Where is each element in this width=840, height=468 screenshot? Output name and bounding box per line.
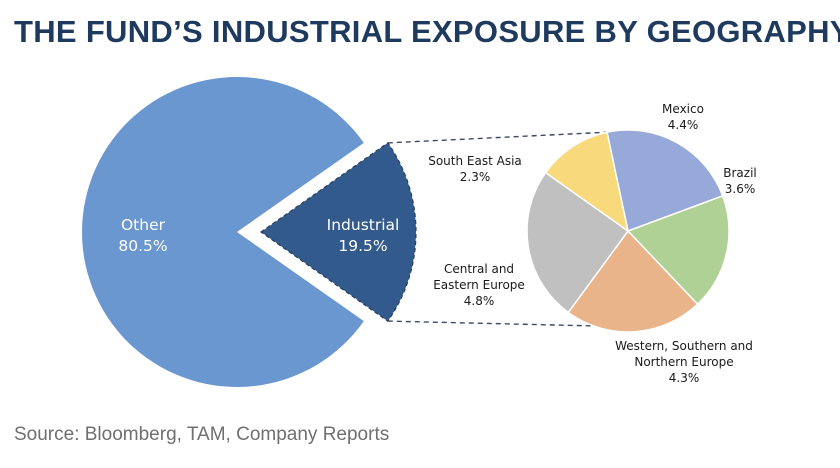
main-pie-labels: Other 80.5% Industrial 19.5%	[118, 216, 399, 255]
pie-slice-industrial	[259, 142, 417, 322]
connector-top	[387, 131, 608, 144]
pie-slice-other	[81, 76, 364, 387]
label-brazil: Brazil 3.6%	[723, 166, 757, 196]
pie-slice-mexico	[606, 129, 724, 233]
label-mexico: Mexico 4.4%	[662, 102, 704, 132]
source-note: Source: Bloomberg, TAM, Company Reports	[14, 424, 390, 445]
chart-title: THE FUND’S INDUSTRIAL EXPOSURE BY GEOGRA…	[14, 14, 840, 49]
label-south-east-asia: South East Asia 2.3%	[428, 154, 522, 184]
label-central-and-eastern-europe: Central and Eastern Europe 4.8%	[433, 262, 525, 308]
breakdown-pie	[526, 129, 730, 333]
pie-slice-brazil	[626, 194, 730, 306]
pie-slice-western-southern-and-northern-europe	[567, 229, 699, 333]
pie-slice-central-and-eastern-europe	[526, 171, 630, 314]
main-pie	[81, 76, 417, 387]
label-other: Other 80.5%	[118, 216, 167, 255]
connector-lines	[387, 131, 608, 327]
label-western-southern-and-northern-europe: Western, Southern and Northern Europe 4.3%	[615, 339, 753, 385]
connector-bottom	[387, 320, 594, 327]
label-industrial: Industrial 19.5%	[327, 216, 400, 255]
pie-slice-south-east-asia	[544, 131, 630, 233]
breakdown-pie-labels: Mexico 4.4% Brazil 3.6% Western, Southern an…	[428, 102, 757, 385]
